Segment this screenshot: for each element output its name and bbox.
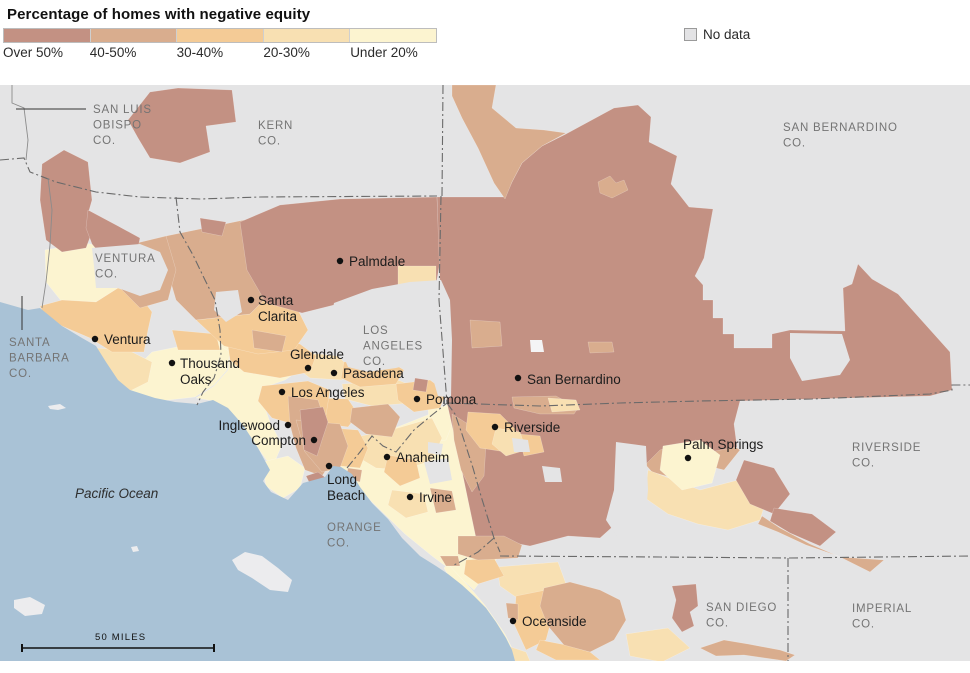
city-label-palm-springs: Palm Springs [683, 437, 764, 452]
city-label-riverside: Riverside [504, 420, 560, 435]
map-title: Percentage of homes with negative equity [7, 6, 311, 23]
city-label-compton: Compton [251, 433, 306, 448]
city-dot-thousand-oaks [168, 359, 176, 367]
legend-label-5: Under 20% [350, 45, 418, 60]
city-dot-san-bernardino [514, 374, 522, 382]
city-dot-anaheim [383, 453, 391, 461]
county-label-riverside: RIVERSIDE CO. [852, 442, 921, 470]
city-label-palmdale: Palmdale [349, 254, 405, 269]
city-label-irvine: Irvine [419, 490, 452, 505]
county-label-los-angeles: LOS ANGELES CO. [363, 325, 423, 368]
city-dot-long-beach [325, 462, 333, 470]
legend-label-2: 40-50% [89, 45, 137, 60]
county-borders [0, 85, 970, 661]
city-label-anaheim: Anaheim [396, 450, 449, 465]
island-anacapa [48, 404, 66, 410]
city-dot-santa-clarita [247, 296, 255, 304]
county-label-san-bernardino: SAN BERNARDINO CO. [783, 122, 898, 150]
city-label-oceanside: Oceanside [522, 614, 587, 629]
city-label-los-angeles: Los Angeles [291, 385, 365, 400]
city-dot-pomona [413, 395, 421, 403]
city-label-pomona: Pomona [426, 392, 477, 407]
city-labels: Palmdale Santa Clarita Ventura Thousand Oaks G… [91, 254, 764, 629]
city-dot-irvine [406, 493, 414, 501]
city-label-santa-clarita: Santa Clarita [258, 293, 298, 324]
legend-labels: Over 50% 40-50% 30-40% 20-30% Under 20% [0, 45, 600, 63]
city-dot-riverside [491, 423, 499, 431]
island-small-west [14, 597, 45, 616]
county-label-imperial: IMPERIAL CO. [852, 603, 912, 631]
city-label-long-beach: Long Beach [327, 472, 365, 503]
legend-label-1: Over 50% [3, 45, 64, 60]
legend-label-4: 20-30% [263, 45, 310, 60]
island-catalina [232, 552, 292, 592]
legend-label-3: 30-40% [176, 45, 224, 60]
city-dot-compton [310, 436, 318, 444]
city-label-thousand-oaks: Thousand Oaks [180, 356, 240, 387]
city-label-inglewood: Inglewood [218, 418, 280, 433]
legend-color-bar [3, 28, 437, 43]
city-dot-inglewood [284, 421, 292, 429]
city-dot-palmdale [336, 257, 344, 265]
legend-swatch-4 [263, 29, 351, 42]
county-labels: SAN LUIS OBISPO CO. KERN CO. VENTURA CO. SANTA B… [9, 104, 921, 631]
legend-swatch-5 [350, 29, 436, 42]
city-dot-palm-springs [684, 454, 692, 462]
city-dot-los-angeles [278, 388, 286, 396]
legend-swatch-2 [90, 29, 178, 42]
no-data-label: No data [703, 27, 751, 42]
island-tiny [131, 546, 139, 552]
legend-swatch-3 [177, 29, 264, 42]
county-label-san-diego: SAN DIEGO CO. [706, 602, 777, 630]
no-data-swatch [684, 28, 697, 41]
legend-no-data: No data [684, 27, 750, 42]
county-label-san-luis-obispo: SAN LUIS OBISPO CO. [93, 104, 152, 147]
scale-label: 50 MILES [95, 632, 146, 643]
county-label-orange: ORANGE CO. [327, 522, 382, 550]
ocean-label: Pacific Ocean [75, 486, 158, 501]
pacific-ocean [0, 302, 515, 661]
county-label-santa-barbara: SANTA BARBARA CO. [9, 337, 70, 380]
county-label-ventura: VENTURA CO. [95, 253, 156, 281]
county-label-kern: KERN CO. [258, 120, 293, 148]
regions-overlays [92, 85, 850, 561]
city-dot-pasadena [330, 369, 338, 377]
choropleth-map: SAN LUIS OBISPO CO. KERN CO. VENTURA CO. SANTA B… [0, 85, 970, 661]
city-label-glendale: Glendale [290, 347, 344, 362]
city-label-ventura: Ventura [104, 332, 151, 347]
scale-bar: 50 MILES [21, 632, 215, 652]
city-dot-oceanside [509, 617, 517, 625]
regions-over-50 [39, 87, 953, 633]
city-dot-ventura [91, 335, 99, 343]
city-label-pasadena: Pasadena [343, 366, 404, 381]
legend-swatch-1 [4, 29, 91, 42]
city-label-san-bernardino: San Bernardino [527, 372, 621, 387]
city-dot-glendale [304, 364, 312, 372]
